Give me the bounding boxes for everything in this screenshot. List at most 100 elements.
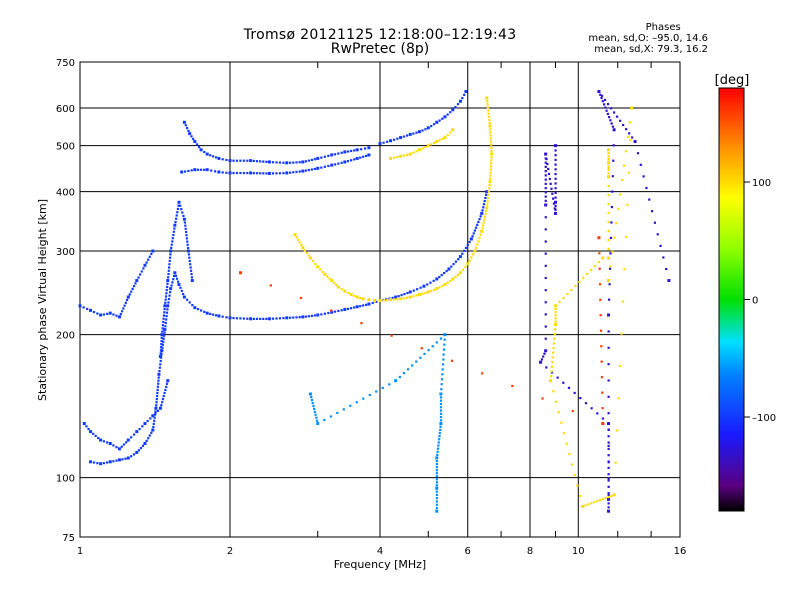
- data-point: [313, 407, 316, 410]
- data-point: [375, 390, 378, 393]
- data-point: [304, 169, 308, 172]
- data-point: [633, 140, 637, 144]
- data-point: [612, 111, 616, 114]
- data-point: [485, 193, 488, 196]
- data-point: [443, 338, 446, 341]
- data-point: [607, 346, 610, 349]
- data-point: [432, 279, 435, 282]
- data-point: [607, 220, 610, 224]
- data-point: [159, 363, 162, 366]
- data-point: [581, 504, 585, 508]
- data-point: [99, 462, 103, 466]
- data-point: [355, 156, 359, 160]
- data-point: [607, 479, 610, 482]
- data-point: [400, 294, 403, 297]
- data-point: [174, 274, 178, 277]
- data-point: [402, 135, 406, 138]
- data-point: [468, 259, 471, 262]
- data-point: [609, 107, 613, 110]
- data-point: [547, 167, 550, 171]
- data-point: [435, 506, 438, 510]
- data-point: [474, 226, 478, 229]
- data-point: [554, 187, 557, 190]
- data-point: [123, 304, 126, 307]
- data-point: [102, 313, 106, 316]
- data-point: [301, 160, 305, 164]
- data-point: [607, 461, 610, 464]
- data-point: [259, 160, 262, 163]
- data-point: [177, 200, 181, 204]
- data-point: [99, 438, 103, 442]
- data-point: [489, 168, 492, 171]
- data-point: [137, 276, 140, 279]
- data-point: [421, 292, 424, 295]
- data-point: [452, 263, 455, 266]
- data-point: [396, 155, 399, 159]
- data-point: [609, 252, 612, 255]
- data-point: [483, 215, 487, 218]
- data-point: [607, 155, 610, 158]
- data-point: [235, 317, 239, 320]
- data-point: [190, 276, 194, 279]
- data-point: [213, 170, 217, 173]
- data-point: [454, 275, 457, 279]
- data-point: [600, 94, 604, 97]
- data-point: [205, 152, 209, 156]
- data-point: [239, 171, 242, 175]
- data-point: [112, 313, 115, 316]
- data-point: [132, 453, 136, 456]
- data-point: [607, 454, 610, 457]
- data-point: [607, 175, 610, 179]
- data-point: [155, 401, 158, 404]
- data-point: [454, 105, 457, 109]
- data-point: [135, 430, 139, 434]
- data-point: [412, 289, 415, 292]
- data-point: [203, 310, 206, 313]
- data-point: [607, 506, 610, 509]
- data-point: [485, 190, 489, 194]
- data-point: [490, 143, 493, 146]
- data-point: [656, 233, 659, 236]
- data-point: [120, 310, 124, 313]
- data-point: [612, 128, 616, 132]
- data-point: [130, 455, 133, 458]
- data-point: [607, 502, 610, 505]
- data-point: [544, 174, 547, 177]
- colorbar-unit-label: [deg]: [715, 73, 750, 88]
- data-point: [187, 129, 190, 132]
- data-point: [164, 321, 167, 324]
- data-point: [362, 397, 365, 400]
- data-point: [346, 307, 350, 310]
- data-point: [436, 453, 439, 457]
- data-point: [604, 106, 607, 109]
- data-point: [130, 436, 133, 439]
- y-tick-label: 750: [56, 58, 75, 69]
- data-point: [340, 151, 343, 154]
- data-point: [378, 142, 382, 146]
- data-point: [544, 240, 547, 243]
- data-point: [239, 159, 242, 162]
- data-point: [446, 281, 449, 284]
- data-point: [426, 126, 430, 130]
- data-point: [598, 267, 601, 270]
- data-point: [333, 163, 337, 166]
- data-point: [132, 285, 136, 288]
- data-point: [566, 292, 569, 296]
- data-point: [441, 373, 444, 376]
- data-point: [167, 276, 170, 279]
- data-point: [436, 447, 440, 450]
- data-point: [406, 368, 410, 371]
- data-point: [295, 316, 298, 319]
- data-point: [461, 97, 464, 100]
- data-point: [112, 460, 115, 463]
- data-point: [160, 339, 163, 343]
- data-point: [598, 283, 602, 286]
- data-point: [554, 182, 557, 185]
- data-point: [186, 240, 189, 243]
- data-point: [540, 358, 544, 361]
- data-point: [451, 277, 455, 281]
- grid-lines: [80, 62, 680, 537]
- x-tick-label: 10: [572, 546, 585, 557]
- data-point: [209, 312, 212, 316]
- data-point: [303, 249, 306, 252]
